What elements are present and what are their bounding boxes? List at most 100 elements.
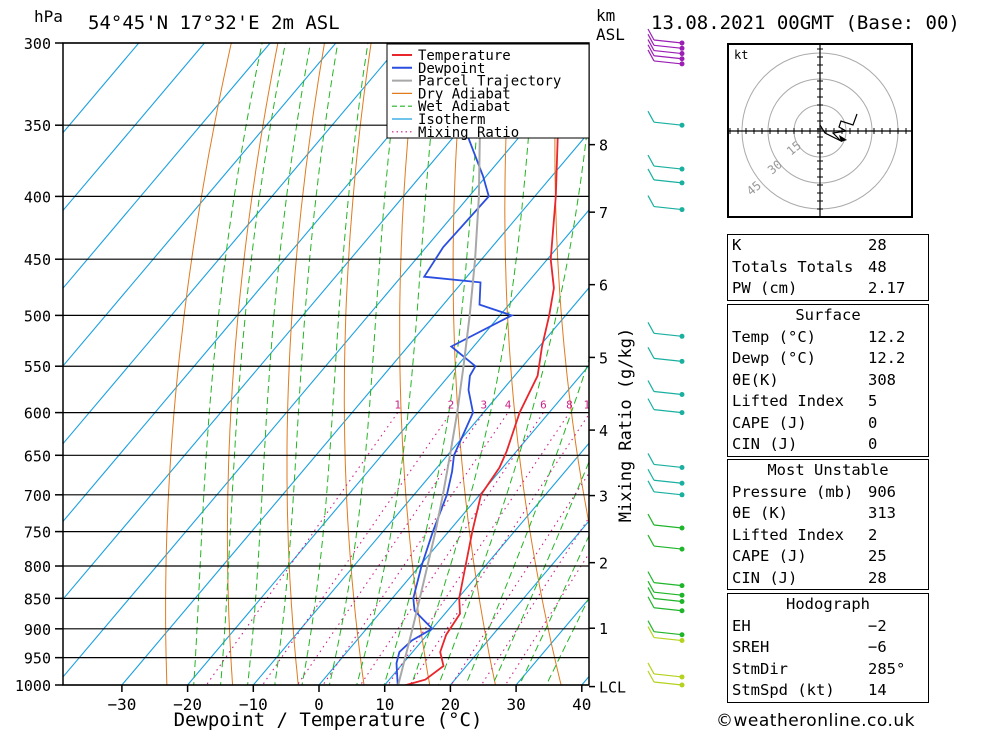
height-tick-label: 5 (599, 349, 608, 367)
wind-barb-dot (679, 61, 685, 67)
wind-barb-dot (679, 56, 685, 62)
wind-barb-flag (647, 662, 655, 675)
temperature-tick-label: 0 (314, 695, 324, 714)
credit-link[interactable]: ©weatheronline.co.uk (716, 711, 916, 731)
dry-adiabat-line (286, 43, 326, 685)
wet-adiabat-line (545, 596, 589, 685)
wind-barb (653, 121, 683, 126)
wind-barb (653, 545, 683, 550)
parcel-trajectory-line (397, 43, 482, 685)
wet-adiabat-line (193, 43, 263, 685)
mixing-ratio-line (322, 412, 509, 685)
wind-barb-flag (647, 596, 655, 609)
table-row: CAPE (J) 25 (732, 547, 887, 565)
wind-barb-dot (679, 608, 685, 614)
pressure-tick-label: 700 (24, 487, 51, 505)
hodograph-trace (819, 113, 858, 142)
wind-barb-dot (679, 632, 685, 638)
pressure-tick-label: 400 (24, 188, 51, 206)
pressure-tick-label: 450 (24, 251, 51, 269)
x-axis-label: Dewpoint / Temperature (°C) (174, 709, 483, 731)
indices-table: K 28 Totals Totals 48 PW (cm) 2.17 (727, 234, 929, 301)
pressure-tick-label: 950 (24, 650, 51, 668)
wind-barb (653, 582, 683, 587)
legend-entry: Dry Adiabat (418, 86, 511, 102)
wet-adiabat-line (410, 43, 537, 685)
wind-barb-flag (647, 168, 655, 181)
isotherm-line (252, 286, 589, 685)
wind-barb (653, 591, 683, 596)
wind-barb (653, 681, 683, 686)
mixing-ratio-label: 6 (540, 399, 547, 412)
wind-barb (653, 597, 683, 603)
wind-barb-flag (647, 571, 655, 583)
wind-barb-flag (647, 620, 655, 632)
most-unstable-title: Most Unstable (767, 461, 889, 479)
mixing-ratio-layer: 1 2 3 4 6 8 10 15 20 25 (205, 399, 596, 685)
pressure-tick-label: 300 (24, 35, 51, 53)
wind-barb-flag (647, 110, 655, 123)
isotherm-line (63, 43, 271, 290)
wind-barb-flag (647, 347, 655, 359)
wind-barb-flag (647, 34, 655, 46)
temperature-tick-label: 20 (441, 695, 460, 714)
height-unit-top: km (596, 6, 615, 25)
wet-adiabat-line (383, 43, 486, 685)
isotherm-line (449, 520, 589, 685)
pressure-tick-label: 550 (24, 358, 51, 376)
wet-adiabat-line (220, 43, 287, 685)
temperature-tick-label: 30 (506, 695, 525, 714)
temperature-tick-label: −20 (173, 695, 202, 714)
isotherm-line (186, 209, 589, 685)
wind-barb-flag (647, 39, 655, 51)
table-row: SREH −6 (732, 638, 887, 656)
wind-barb (653, 479, 683, 484)
wind-barb-dot (679, 525, 685, 531)
dry-adiabat-line (925, 6, 1000, 711)
surface-table: Surface Temp (°C) 12.2 Dewp (°C) 12.2 θE(K… (727, 304, 929, 457)
wind-barb (653, 463, 683, 469)
wind-barb-flag (647, 670, 655, 683)
wet-adiabats-layer (193, 43, 589, 685)
wet-adiabat-line (247, 43, 312, 685)
wind-barb-flag (647, 468, 655, 481)
wind-barb-dot (679, 674, 685, 680)
wind-barb (653, 409, 683, 414)
axes-layer: 3003504004505005506006507007508008509009… (15, 35, 626, 714)
datetime-title: 13.08.2021 00GMT (Base: 00) (651, 12, 960, 34)
wind-barb-flag (647, 513, 655, 526)
isotherm-line (318, 364, 589, 685)
wind-barb-flag (647, 626, 655, 638)
hodograph-title: Hodograph (786, 595, 870, 613)
mixing-ratio-line (261, 412, 452, 685)
wind-barb (653, 524, 683, 529)
pw-row: PW (cm) 2.17 (732, 279, 906, 297)
hodograph-ring-label-15: 15 (784, 138, 804, 158)
mixing-ratio-label: 8 (566, 399, 573, 412)
wind-barb-dot (679, 166, 685, 172)
mixing-ratio-line (504, 552, 589, 685)
mixing-ratio-line (450, 472, 589, 685)
wind-barb-dot (679, 207, 685, 213)
table-row: θE (K) 313 (732, 504, 896, 522)
hodograph-panel: kt 15 30 45 (727, 40, 913, 218)
mixing-ratio-label: 10 (583, 399, 596, 412)
wind-barb-flag (647, 380, 655, 392)
wind-barb-dot (679, 410, 685, 416)
wind-barb (653, 44, 683, 49)
temperature-tick-label: −10 (239, 695, 268, 714)
isotherms-layer (63, 43, 589, 685)
mixing-ratio-line (359, 412, 544, 685)
wind-barb (653, 631, 683, 636)
hodograph-unit: kt (734, 48, 748, 62)
height-tick-label: 1 (599, 620, 608, 638)
wind-barb-flag (647, 154, 655, 167)
wind-barb (653, 60, 683, 65)
wind-barb (653, 636, 683, 642)
legend-entry: Mixing Ratio (418, 125, 519, 141)
pressure-tick-label: 600 (24, 405, 51, 423)
mixing-ratio-axis-label: Mixing Ratio (g/kg) (616, 328, 636, 522)
height-tick-label: 7 (599, 204, 608, 222)
table-row: CIN (J) 28 (732, 568, 887, 587)
